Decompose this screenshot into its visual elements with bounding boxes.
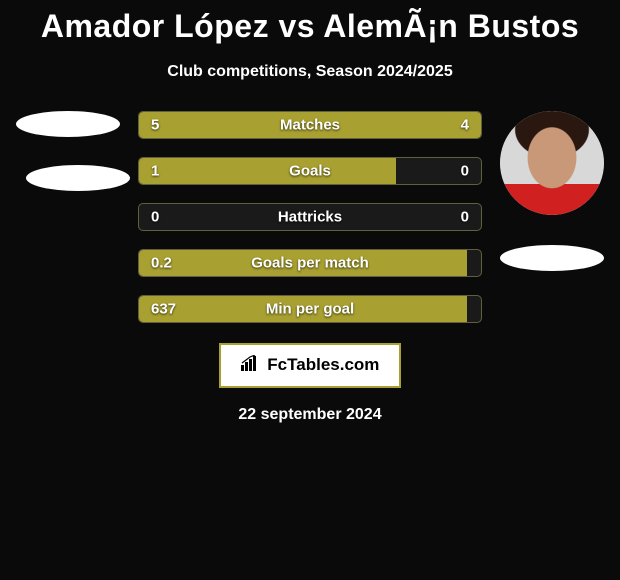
stat-bar: Matches 5 4 [138,111,482,139]
page-subtitle: Club competitions, Season 2024/2025 [0,63,620,81]
stat-value-left: 637 [151,301,176,318]
avatar-face-icon [500,111,604,215]
stat-label: Goals per match [251,255,369,272]
stat-value-left: 0.2 [151,255,172,272]
stat-value-right: 0 [461,163,469,180]
stat-bar: Goals 1 0 [138,157,482,185]
stat-value-right: 0 [461,209,469,226]
avatar [500,111,604,215]
stat-value-right: 4 [461,117,469,134]
source-logo: FcTables.com [219,343,402,388]
stat-label: Matches [280,117,340,134]
placeholder-ellipse [26,165,130,191]
bar-fill-right [329,112,481,138]
stat-value-left: 0 [151,209,159,226]
stat-bar: Hattricks 0 0 [138,203,482,231]
stat-bar: Goals per match 0.2 [138,249,482,277]
stat-label: Min per goal [266,301,354,318]
placeholder-ellipse [16,111,120,137]
player-left-side [8,111,128,341]
stat-label: Hattricks [278,209,342,226]
stat-value-left: 1 [151,163,159,180]
stat-value-left: 5 [151,117,159,134]
page-title: Amador López vs AlemÃ¡n Bustos [0,8,620,45]
logo-text: FcTables.com [267,355,379,374]
stat-bar: Min per goal 637 [138,295,482,323]
placeholder-ellipse [500,245,604,271]
player-right-side [492,111,612,341]
date-label: 22 september 2024 [0,406,620,424]
stat-label: Goals [289,163,331,180]
stats-bars: Matches 5 4 Goals 1 0 Hattricks 0 0 Goals per mat… [128,111,492,341]
chart-icon [241,355,259,376]
bar-fill-left [139,158,396,184]
